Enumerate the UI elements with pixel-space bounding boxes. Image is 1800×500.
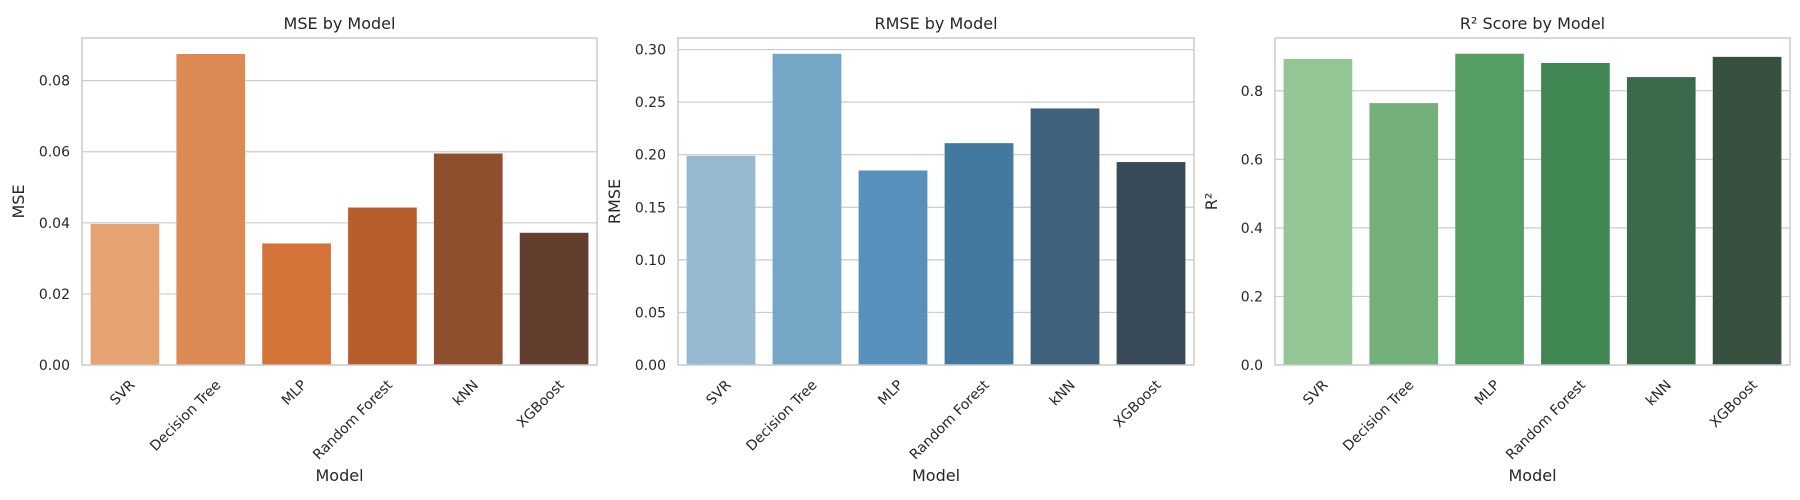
x-axis-label: Model bbox=[315, 466, 363, 485]
x-tick-label: Decision Tree bbox=[147, 377, 224, 454]
x-tick-label: SVR bbox=[703, 377, 734, 408]
bar-knn bbox=[433, 153, 503, 365]
x-tick-label: kNN bbox=[1643, 377, 1675, 409]
bar-svr bbox=[90, 223, 160, 365]
y-tick-label: 0.08 bbox=[39, 74, 70, 90]
x-tick-label: Random Forest bbox=[907, 377, 993, 463]
bar-random-forest bbox=[944, 143, 1014, 365]
y-tick-label: 0.00 bbox=[39, 358, 70, 374]
bar-mlp bbox=[262, 243, 331, 365]
x-tick-label: Random Forest bbox=[310, 377, 396, 463]
x-tick-label: Decision Tree bbox=[743, 377, 820, 454]
x-tick-label: kNN bbox=[450, 377, 482, 409]
plot-frame bbox=[677, 37, 1195, 366]
x-axis-label: Model bbox=[1508, 466, 1556, 485]
x-tick-label: kNN bbox=[1047, 377, 1079, 409]
bar-svr bbox=[686, 155, 756, 365]
y-tick-label: 0.30 bbox=[635, 43, 666, 59]
chart-panel-2: 0.00 0.05 0.10 0.15 0.20 0.25 0.30 SVR Decision … bbox=[605, 14, 1195, 485]
x-tick-label: XGBoost bbox=[1707, 377, 1761, 431]
x-tick-label: Random Forest bbox=[1503, 377, 1589, 463]
chart-panel-1: 0.00 0.02 0.04 0.06 0.08 SVR Decision Tree MLP R… bbox=[9, 14, 598, 485]
bar-random-forest bbox=[348, 207, 417, 365]
x-axis-label: Model bbox=[912, 466, 960, 485]
y-axis-label: RMSE bbox=[605, 179, 624, 224]
x-tick-label: XGBoost bbox=[514, 377, 568, 431]
chart-title: MSE by Model bbox=[284, 14, 396, 33]
y-tick-label: 0.06 bbox=[39, 145, 70, 161]
bar-mlp bbox=[858, 170, 928, 365]
bar-svr bbox=[1283, 58, 1353, 365]
plot-frame bbox=[1274, 37, 1791, 366]
y-tick-label: 0.10 bbox=[635, 253, 666, 269]
bar-decision-tree bbox=[176, 53, 246, 365]
y-axis-label: R² bbox=[1202, 193, 1221, 211]
bar-xgboost bbox=[1712, 56, 1782, 365]
x-tick-label: MLP bbox=[279, 377, 310, 408]
bar-xgboost bbox=[519, 232, 589, 365]
bar-decision-tree bbox=[772, 53, 842, 366]
bar-mlp bbox=[1455, 53, 1524, 365]
y-tick-label: 0.04 bbox=[39, 216, 70, 232]
y-tick-label: 0.6 bbox=[1241, 152, 1263, 168]
x-tick-label: MLP bbox=[875, 377, 906, 408]
y-tick-label: 0.2 bbox=[1241, 289, 1263, 305]
x-tick-label: MLP bbox=[1472, 377, 1503, 408]
y-tick-label: 0.4 bbox=[1241, 221, 1263, 237]
chart-title: R² Score by Model bbox=[1460, 14, 1605, 33]
bar-random-forest bbox=[1541, 63, 1610, 366]
y-tick-label: 0.0 bbox=[1241, 358, 1263, 374]
chart-panel-3: 0.0 0.2 0.4 0.6 0.8 SVR Decision Tree MLP Random… bbox=[1202, 14, 1791, 485]
x-tick-label: SVR bbox=[1300, 377, 1331, 408]
x-tick-label: XGBoost bbox=[1111, 377, 1165, 431]
y-tick-label: 0.00 bbox=[635, 358, 666, 374]
y-tick-label: 0.02 bbox=[39, 287, 70, 303]
x-tick-label: Decision Tree bbox=[1340, 377, 1417, 454]
y-tick-label: 0.25 bbox=[635, 95, 666, 111]
y-tick-label: 0.15 bbox=[635, 200, 666, 216]
y-tick-label: 0.20 bbox=[635, 148, 666, 164]
bar-decision-tree bbox=[1369, 103, 1439, 365]
plot-frame bbox=[81, 37, 598, 366]
bar-xgboost bbox=[1116, 162, 1186, 365]
bar-knn bbox=[1030, 108, 1100, 365]
y-tick-label: 0.05 bbox=[635, 305, 666, 321]
y-tick-label: 0.8 bbox=[1241, 84, 1263, 100]
bar-knn bbox=[1626, 77, 1696, 365]
chart-title: RMSE by Model bbox=[874, 14, 997, 33]
y-axis-label: MSE bbox=[9, 184, 28, 218]
x-tick-label: SVR bbox=[107, 377, 138, 408]
